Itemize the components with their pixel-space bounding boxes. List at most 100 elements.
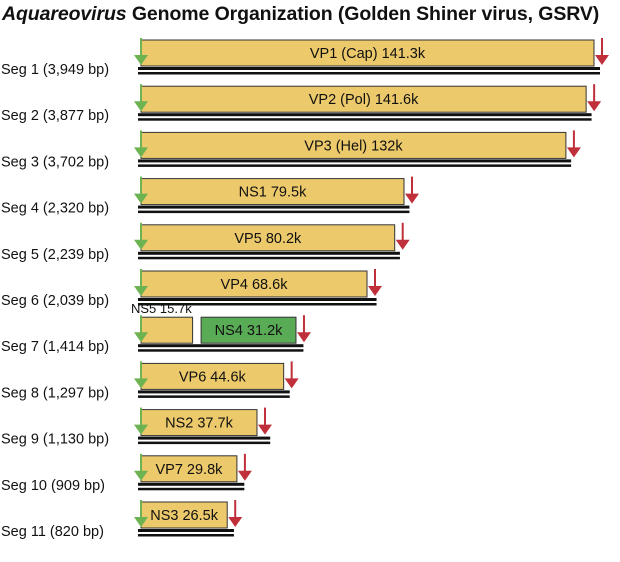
start-codon-arrow-icon-head — [134, 424, 148, 435]
stop-codon-arrow-icon-head — [404, 193, 419, 204]
stop-codon-arrow-icon-head — [587, 101, 602, 112]
orf-label: VP4 68.6k — [221, 277, 289, 293]
orf-label: VP7 29.8k — [155, 462, 223, 478]
segment-row: Seg 10 (909 bp) VP7 29.8k — [1, 453, 252, 494]
stop-codon-arrow-icon-head — [566, 147, 581, 158]
segment-row: Seg 9 (1,130 bp) NS2 37.7k — [1, 407, 272, 448]
stop-codon-arrow-icon-head — [296, 332, 311, 343]
segment-line-bottom — [138, 487, 245, 491]
orf-label: VP2 (Pol) 141.6k — [309, 92, 419, 108]
start-codon-arrow-icon — [134, 38, 148, 65]
orf-label: NS3 26.5k — [150, 508, 218, 524]
orf-label: NS2 37.7k — [165, 416, 233, 432]
orf-box — [140, 224, 396, 252]
segment-line-bottom — [138, 303, 377, 306]
segment-label: Seg 5 (2,239 bp) — [1, 247, 109, 263]
segment-label: Seg 4 (2,320 bp) — [1, 201, 109, 217]
stop-codon-arrow-icon-head — [257, 424, 272, 435]
segment-label: Seg 9 (1,130 bp) — [1, 432, 109, 448]
stop-codon-arrow-icon-head — [284, 378, 299, 389]
segment-line-top — [138, 529, 234, 532]
orf-label: VP3 (Hel) 132k — [304, 138, 403, 154]
segment-label: Seg 8 (1,297 bp) — [1, 385, 109, 401]
orf-label: VP6 44.6k — [179, 369, 247, 385]
stop-codon-arrow-icon — [296, 315, 311, 343]
segment-row: Seg 7 (1,414 bp) NS5 15.7k NS4 31.2k — [1, 301, 311, 355]
orf-box — [140, 316, 194, 344]
orf-box — [140, 131, 567, 159]
segment-line-bottom — [138, 256, 400, 260]
start-codon-arrow-icon-head — [134, 147, 148, 158]
segment-line-top — [138, 67, 600, 70]
orf-label: VP5 80.2k — [234, 231, 302, 247]
segment-line-top — [138, 298, 377, 301]
segment-label: Seg 2 (3,877 bp) — [1, 108, 109, 124]
segment-line-top — [138, 113, 592, 117]
stop-codon-arrow-icon — [566, 130, 581, 158]
segment-line-top — [138, 205, 410, 209]
stop-codon-arrow-icon — [587, 84, 602, 112]
start-codon-arrow-icon-head — [134, 193, 148, 204]
segment-label: Seg 7 (1,414 bp) — [1, 339, 109, 355]
orf-box — [140, 501, 228, 529]
start-codon-arrow-icon — [134, 315, 148, 343]
title-italic: Aquareovirus — [2, 3, 127, 25]
orf-label: NS5 15.7k — [131, 301, 192, 316]
stop-codon-arrow-icon-head — [368, 286, 383, 296]
start-codon-arrow-icon-head — [134, 517, 148, 527]
segment-label: Seg 10 (909 bp) — [1, 478, 105, 494]
segment-line-top — [138, 482, 245, 486]
segment-line-top — [138, 159, 572, 163]
segment-row: Seg 11 (820 bp) NS3 26.5k — [1, 500, 243, 540]
segment-row: Seg 4 (2,320 bp) NS1 79.5k — [1, 176, 419, 217]
stop-codon-arrow-icon — [368, 269, 383, 296]
segment-label: Seg 3 (3,702 bp) — [1, 154, 109, 170]
stop-codon-arrow-icon-head — [228, 517, 243, 527]
stop-codon-arrow-icon-head — [395, 239, 410, 250]
segment-row: Seg 3 (3,702 bp) VP3 (Hel) 132k — [1, 130, 581, 170]
segment-line-bottom — [138, 118, 592, 121]
orf-label: NS1 79.5k — [239, 185, 307, 201]
segment-line-top — [138, 436, 271, 440]
title-rest: Genome Organization (Golden Shiner virus… — [126, 3, 600, 25]
orf-box — [200, 316, 297, 344]
page-title: Aquareovirus Genome Organization (Golden… — [2, 3, 599, 26]
stop-codon-arrow-icon — [395, 222, 410, 250]
orf-label: VP1 (Cap) 141.3k — [310, 46, 426, 62]
stop-codon-arrow-icon — [284, 361, 299, 389]
stop-codon-arrow-icon — [594, 38, 609, 65]
start-codon-arrow-icon-head — [134, 286, 148, 296]
segment-line-bottom — [138, 164, 572, 167]
stop-codon-arrow-icon — [404, 176, 419, 204]
segment-line-bottom — [138, 534, 234, 537]
start-codon-arrow-icon-head — [134, 470, 148, 481]
segment-row: Seg 8 (1,297 bp) VP6 44.6k — [1, 361, 299, 401]
segment-line-top — [138, 344, 304, 348]
start-codon-arrow-icon-head — [134, 378, 148, 389]
start-codon-arrow-icon — [134, 361, 148, 389]
orf-box — [140, 362, 285, 390]
orf-box — [140, 455, 238, 483]
segment-line-bottom — [138, 72, 600, 75]
segment-label: Seg 1 (3,949 bp) — [1, 62, 109, 78]
start-codon-arrow-icon-head — [134, 332, 148, 343]
segment-label: Seg 6 (2,039 bp) — [1, 293, 109, 309]
segment-line-bottom — [138, 349, 304, 352]
segment-row: Seg 6 (2,039 bp) VP4 68.6k — [1, 269, 383, 309]
stop-codon-arrow-icon-head — [237, 470, 252, 481]
start-codon-arrow-icon — [134, 407, 148, 435]
segment-row: Seg 5 (2,239 bp) VP5 80.2k — [1, 222, 410, 263]
start-codon-arrow-icon — [134, 130, 148, 158]
segment-line-top — [138, 390, 290, 394]
stop-codon-arrow-icon — [228, 500, 243, 527]
orf-box — [140, 178, 405, 206]
stop-codon-arrow-icon — [237, 453, 252, 481]
segment-row: Seg 2 (3,877 bp) VP2 (Pol) 141.6k — [1, 84, 602, 124]
segment-line-bottom — [138, 395, 290, 398]
segment-row: Seg 1 (3,949 bp) VP1 (Cap) 141.3k — [1, 38, 609, 78]
start-codon-arrow-icon-head — [134, 101, 148, 112]
start-codon-arrow-icon — [134, 84, 148, 112]
start-codon-arrow-icon — [134, 269, 148, 296]
start-codon-arrow-icon — [134, 500, 148, 527]
